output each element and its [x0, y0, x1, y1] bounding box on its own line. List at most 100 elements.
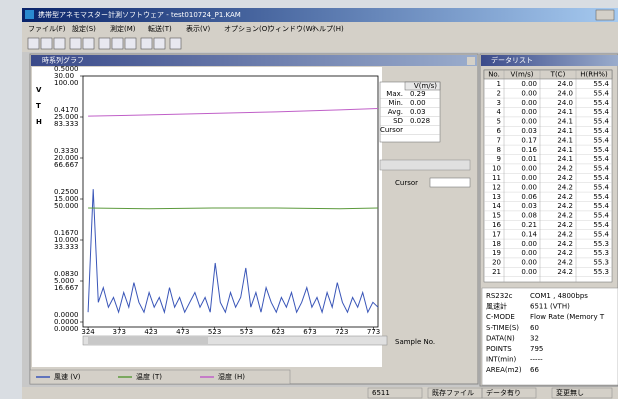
menu-item[interactable]: 転送(T) [148, 24, 172, 33]
window-title: 携帯型アネモマスター計測ソフトウェア - test010724_P1.KAM [38, 10, 241, 19]
info-value: COM1 , 4800bps [530, 292, 588, 300]
info-value: ----- [530, 356, 543, 364]
y-tick-label: 0.0000 [54, 325, 79, 333]
cell: 0.21 [521, 221, 537, 229]
status-cell [481, 387, 537, 399]
menu-item[interactable]: 設定(S) [72, 24, 96, 33]
cell: 55.3 [593, 240, 609, 248]
row-number: 16 [492, 221, 501, 229]
cell: 55.3 [593, 249, 609, 257]
tool-d[interactable] [111, 37, 124, 50]
scroll-thumb[interactable] [88, 337, 208, 344]
cell: 0.00 [521, 259, 537, 267]
cell: 24.1 [557, 136, 573, 144]
tool-b[interactable] [82, 37, 95, 50]
tool-save[interactable] [53, 37, 66, 50]
cell: 0.14 [521, 230, 537, 238]
menu-item[interactable]: オプション(O) [224, 25, 270, 33]
cell: 24.0 [557, 99, 573, 107]
cell: 0.06 [521, 193, 537, 201]
cursor-scrollbar[interactable] [379, 159, 471, 171]
graph-title-bar [31, 55, 477, 66]
cell: 55.4 [593, 193, 609, 201]
graph-close[interactable] [467, 57, 475, 65]
menu-bar [22, 22, 618, 36]
tool-new[interactable] [27, 37, 40, 50]
cell: 24.2 [557, 193, 573, 201]
cell: 24.2 [557, 212, 573, 220]
tool-open[interactable] [40, 37, 53, 50]
cell: 0.00 [521, 183, 537, 191]
tool-f[interactable] [140, 37, 153, 50]
cell: 55.4 [593, 89, 609, 97]
y-tick-label: 5.000 [54, 277, 74, 285]
column-header: No. [488, 71, 500, 79]
menu-item[interactable]: ファイル(F) [28, 25, 66, 33]
cell: 55.4 [593, 221, 609, 229]
stats-header-bg [404, 81, 441, 91]
x-tick-label: 523 [208, 328, 221, 336]
stats-label: Max. [386, 90, 403, 98]
cursor-field[interactable] [429, 177, 471, 188]
data-title: データリスト [491, 56, 533, 65]
cell: 0.00 [521, 240, 537, 248]
info-key: DATA(N) [486, 334, 515, 342]
cell: 0.01 [521, 155, 537, 163]
tool-g[interactable] [153, 37, 166, 50]
tool-a[interactable] [69, 37, 82, 50]
menu-item[interactable]: ウィンドウ(W) [268, 25, 316, 33]
stats-label: SD [393, 117, 403, 125]
cell: 24.1 [557, 155, 573, 163]
tool-e[interactable] [124, 37, 137, 50]
tool-c[interactable] [98, 37, 111, 50]
cell: 0.00 [521, 165, 537, 173]
row-number: 2 [497, 89, 501, 97]
status-bar [22, 387, 618, 399]
y-tick-label: 25.000 [54, 113, 79, 121]
cell: 55.4 [593, 136, 609, 144]
row-number: 11 [492, 174, 501, 182]
menu-item[interactable]: 表示(V) [186, 24, 211, 33]
x-tick-label: 623 [271, 328, 284, 336]
y-tick-label: 0.1670 [54, 229, 79, 237]
cell: 24.2 [557, 202, 573, 210]
menu-item[interactable]: ヘルプ(H) [312, 25, 344, 33]
y-tick-label: 100.00 [54, 79, 79, 87]
cell: 24.2 [557, 249, 573, 257]
title-bar [22, 8, 618, 22]
status-text: 既存ファイル [432, 388, 474, 397]
stats-label: Cursor [380, 126, 403, 134]
cell: 55.4 [593, 174, 609, 182]
cell: 24.0 [557, 80, 573, 88]
cell: 24.1 [557, 146, 573, 154]
stats-value: 0.03 [410, 108, 426, 116]
stats-value: 0.00 [410, 99, 426, 107]
cell: 55.3 [593, 268, 609, 276]
x-tick-label: 773 [367, 328, 380, 336]
x-axis-label: Sample No. [395, 338, 435, 346]
cell: 24.1 [557, 108, 573, 116]
stats-header: V(m/s) [414, 82, 437, 90]
cell: 0.17 [521, 136, 537, 144]
info-key: INT(min) [486, 356, 517, 364]
tool-h[interactable] [169, 37, 182, 50]
row-number: 4 [497, 108, 502, 116]
y-tick-label: 0.5000 [54, 65, 79, 73]
y-tick-label: 83.333 [54, 120, 79, 128]
cell: 55.4 [593, 80, 609, 88]
cell: 24.0 [557, 89, 573, 97]
window-controls[interactable] [595, 9, 615, 21]
row-number: 9 [497, 155, 501, 163]
status-cell [367, 387, 423, 399]
menu-item[interactable]: 測定(M) [110, 24, 136, 33]
cell: 55.3 [593, 259, 609, 267]
stats-table [379, 81, 441, 143]
data-title-bar [481, 55, 618, 66]
info-value: 32 [530, 334, 539, 342]
axis-letter: T [36, 102, 41, 110]
cell: 24.2 [557, 174, 573, 182]
info-key: RS232c [486, 292, 513, 300]
h-scrollbar[interactable] [82, 335, 388, 346]
info-key: S-TIME(S) [486, 324, 519, 332]
